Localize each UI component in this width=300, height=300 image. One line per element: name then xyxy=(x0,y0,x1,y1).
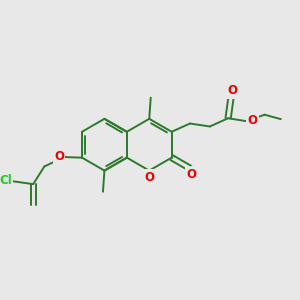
Text: Cl: Cl xyxy=(0,174,12,187)
Text: O: O xyxy=(227,84,237,97)
Text: O: O xyxy=(145,171,155,184)
Text: O: O xyxy=(54,150,64,163)
Text: O: O xyxy=(187,168,196,181)
Text: O: O xyxy=(247,114,257,127)
